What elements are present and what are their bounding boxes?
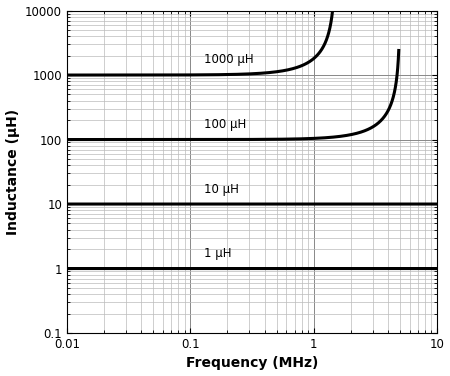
Y-axis label: Inductance (μH): Inductance (μH)	[5, 109, 19, 235]
Text: 1 μH: 1 μH	[204, 247, 232, 260]
X-axis label: Frequency (MHz): Frequency (MHz)	[186, 356, 318, 370]
Text: 10 μH: 10 μH	[204, 183, 239, 196]
Text: 1000 μH: 1000 μH	[204, 53, 254, 66]
Text: 100 μH: 100 μH	[204, 118, 247, 131]
